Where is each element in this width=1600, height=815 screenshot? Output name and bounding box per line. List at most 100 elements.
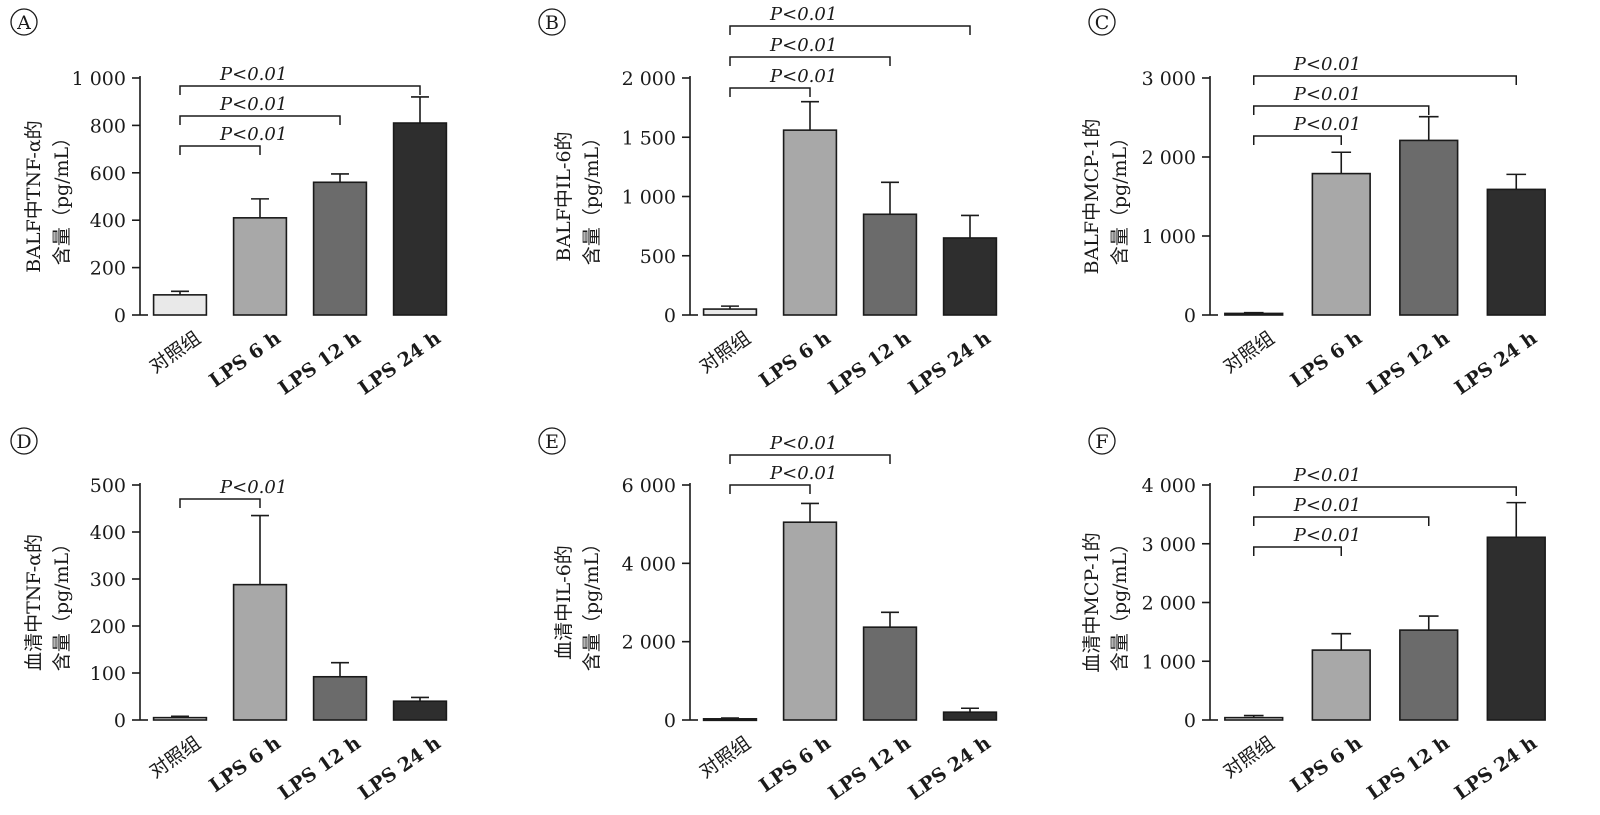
significance-label: P<0.01	[1293, 465, 1361, 486]
bar	[942, 711, 998, 721]
panel-letter-circle	[1088, 427, 1116, 455]
y-tick-label: 300	[90, 569, 126, 591]
bar	[702, 308, 758, 316]
panel-letter: E	[545, 431, 559, 453]
y-tick-label: 500	[90, 475, 126, 497]
significance-bracket	[1253, 105, 1430, 115]
y-axis-label-line2: 含量（pg/mL）	[51, 534, 73, 671]
y-tick-label: 2 000	[1142, 147, 1196, 169]
x-tick-label: 对照组	[146, 327, 205, 378]
bar	[1399, 629, 1459, 721]
bar	[1399, 139, 1459, 316]
x-tick-label: LPS 12 h	[825, 732, 915, 805]
x-tick-label: LPS 6 h	[205, 327, 285, 392]
y-tick-label: 200	[90, 616, 126, 638]
y-tick-label: 6 000	[622, 475, 676, 497]
x-tick-label: LPS 6 h	[205, 732, 285, 797]
x-tick-label: 对照组	[696, 327, 755, 378]
x-tick-label: 对照组	[146, 732, 205, 783]
bar	[152, 716, 208, 721]
y-tick-label: 4 000	[1142, 475, 1196, 497]
x-tick-label: LPS 6 h	[1287, 327, 1367, 392]
significance-bracket	[1253, 546, 1342, 556]
x-tick-label: LPS 24 h	[905, 327, 995, 400]
x-tick-label: 对照组	[1219, 732, 1278, 783]
significance-bracket	[1253, 516, 1430, 526]
y-tick-label: 1 000	[1142, 651, 1196, 673]
bar	[312, 675, 368, 721]
y-tick-label: 2 000	[622, 632, 676, 654]
significance-bracket	[179, 498, 261, 508]
y-tick-label: 0	[114, 710, 126, 732]
panel-letter-circle	[538, 427, 566, 455]
significance-label: P<0.01	[769, 433, 837, 454]
y-tick-label: 0	[1184, 710, 1196, 732]
y-tick-label: 400	[90, 210, 126, 232]
y-axis-label-line1: BALF中IL-6的	[553, 131, 575, 261]
bar	[312, 181, 368, 316]
significance-label: P<0.01	[219, 64, 287, 85]
significance-label: P<0.01	[1293, 54, 1361, 75]
significance-bracket	[729, 87, 811, 97]
y-axis-label-line1: 血清中IL-6的	[553, 545, 575, 660]
panel-letter: D	[16, 431, 31, 453]
panel-b: B 0 500 1 000 1 500 2 000 BALF中IL-6的 含量（pg/mL） 对…	[538, 4, 998, 400]
significance-label: P<0.01	[219, 124, 287, 145]
x-tick-label: 对照组	[1219, 327, 1278, 378]
y-tick-label: 1 000	[1142, 226, 1196, 248]
panel-letter-circle	[1088, 8, 1116, 36]
significance-bracket	[179, 85, 421, 95]
significance-label: P<0.01	[769, 35, 837, 56]
bar	[392, 122, 448, 316]
bar	[392, 700, 448, 721]
panel-letter-circle	[10, 8, 38, 36]
significance-label: P<0.01	[219, 477, 287, 498]
y-axis-label-line2: 含量（pg/mL）	[581, 128, 603, 265]
y-tick-label: 0	[114, 305, 126, 327]
panel-d: D 0 100 200 300 400 500 血清中TNF-α的 含量（pg/mL） 对照组 LP…	[10, 427, 448, 805]
panel-letter: F	[1095, 431, 1108, 453]
significance-bracket	[1253, 75, 1517, 85]
y-tick-label: 400	[90, 522, 126, 544]
y-axis-label-line1: 血清中TNF-α的	[23, 534, 45, 671]
y-tick-label: 800	[90, 115, 126, 137]
panel-letter: B	[545, 12, 559, 34]
y-tick-label: 4 000	[622, 553, 676, 575]
x-tick-label: LPS 12 h	[1363, 327, 1453, 400]
y-tick-label: 3 000	[1142, 68, 1196, 90]
bar	[1311, 649, 1371, 721]
significance-bracket	[729, 25, 971, 35]
x-tick-label: LPS 12 h	[825, 327, 915, 400]
significance-label: P<0.01	[1293, 114, 1361, 135]
y-tick-label: 2 000	[1142, 593, 1196, 615]
significance-label: P<0.01	[1293, 525, 1361, 546]
significance-label: P<0.01	[1293, 495, 1361, 516]
bar	[782, 129, 838, 316]
bar	[862, 213, 918, 316]
x-tick-label: LPS 12 h	[275, 327, 365, 400]
x-tick-label: LPS 6 h	[755, 327, 835, 392]
x-tick-label: LPS 24 h	[355, 327, 445, 400]
bar	[1311, 172, 1371, 316]
y-axis-label-line1: BALF中MCP-1的	[1081, 119, 1103, 275]
bar	[1224, 716, 1284, 721]
significance-bracket	[1253, 135, 1342, 145]
bar	[942, 237, 998, 316]
significance-label: P<0.01	[769, 4, 837, 25]
significance-bracket	[729, 484, 811, 494]
significance-bracket	[179, 145, 261, 155]
y-tick-label: 100	[90, 663, 126, 685]
y-axis-label-line1: 血清中MCP-1的	[1081, 532, 1103, 672]
significance-label: P<0.01	[219, 94, 287, 115]
y-tick-label: 0	[664, 305, 676, 327]
y-tick-label: 200	[90, 258, 126, 280]
y-axis-label-line2: 含量（pg/mL）	[581, 534, 603, 671]
x-tick-label: LPS 6 h	[1287, 732, 1367, 797]
significance-label: P<0.01	[1293, 84, 1361, 105]
bar	[1486, 188, 1546, 316]
x-tick-label: LPS 6 h	[755, 732, 835, 797]
panel-letter: C	[1095, 12, 1110, 34]
x-tick-label: LPS 24 h	[1451, 327, 1541, 400]
significance-label: P<0.01	[769, 66, 837, 87]
